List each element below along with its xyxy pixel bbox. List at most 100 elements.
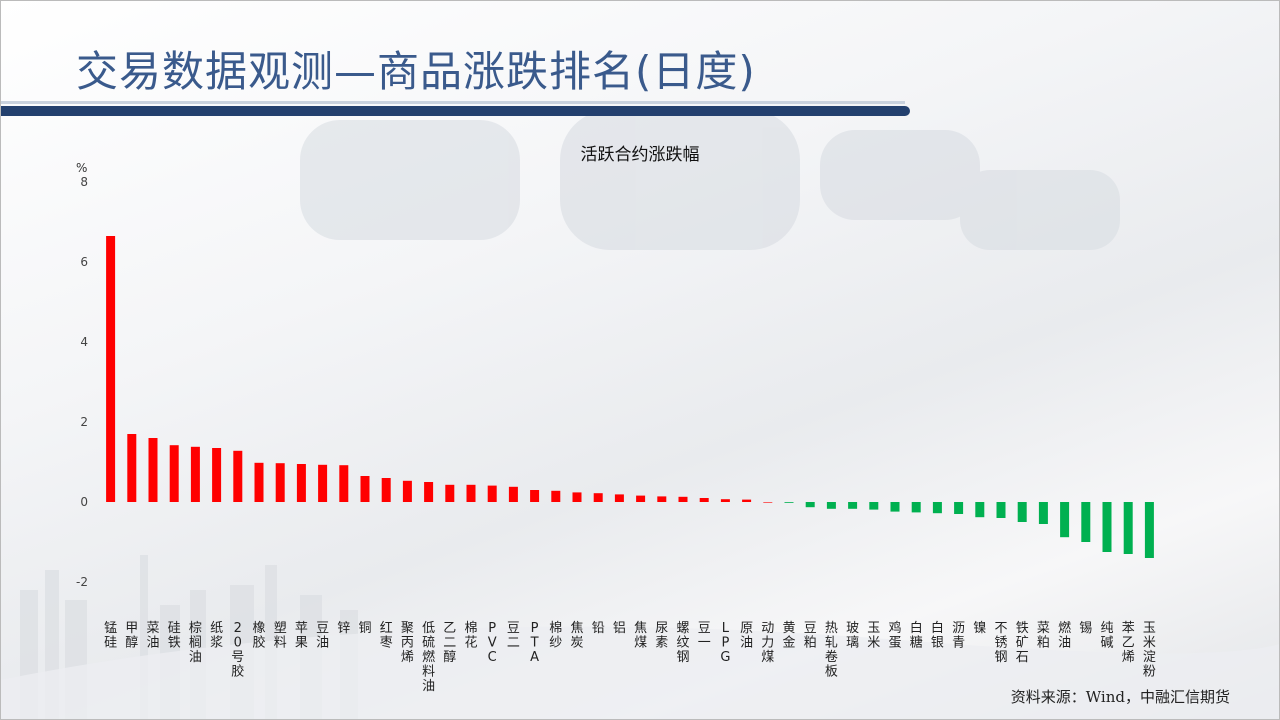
x-tick-label: 锌 xyxy=(337,621,350,636)
bar xyxy=(784,502,794,503)
bar xyxy=(593,493,603,502)
x-tick-label: 白银 xyxy=(931,620,944,651)
bar xyxy=(487,485,497,502)
bar xyxy=(932,502,942,514)
bar xyxy=(402,480,412,502)
bar xyxy=(445,484,455,502)
bar xyxy=(678,496,688,502)
y-tick-label: -2 xyxy=(76,575,88,589)
x-tick-label: 螺纹钢 xyxy=(676,621,689,665)
bar xyxy=(212,448,222,502)
bar xyxy=(318,464,328,502)
x-tick-label: 豆粕 xyxy=(804,621,817,651)
x-tick-label: 燃油 xyxy=(1058,620,1071,651)
x-tick-label: 棉花 xyxy=(464,621,477,651)
bar xyxy=(508,486,518,502)
y-tick-label: 6 xyxy=(80,255,88,269)
x-tick-label: 动力煤 xyxy=(761,621,774,665)
bar xyxy=(106,236,116,502)
bar xyxy=(275,463,285,502)
x-tick-label: 白糖 xyxy=(910,620,923,651)
x-tick-label: 焦炭 xyxy=(570,621,583,651)
x-tick-label: 橡胶 xyxy=(252,621,265,651)
x-tick-label: 塑料 xyxy=(274,621,287,651)
x-tick-label: 乙二醇 xyxy=(443,621,456,665)
y-tick-label: 8 xyxy=(80,175,88,189)
bar xyxy=(1038,502,1048,524)
bar xyxy=(975,502,985,518)
x-tick-label: 热轧卷板 xyxy=(825,621,838,680)
bar xyxy=(1102,502,1112,552)
x-tick-label: 玉米 xyxy=(867,621,880,651)
bar xyxy=(869,502,879,510)
x-tick-label: 纯碱 xyxy=(1100,621,1113,651)
x-tick-label: 焦煤 xyxy=(634,621,647,651)
bar xyxy=(1017,502,1027,522)
x-tick-label: 不锈钢 xyxy=(994,621,1007,665)
x-tick-label: 2 0 号胶 xyxy=(231,621,244,680)
bar xyxy=(1123,502,1133,554)
bar xyxy=(169,445,179,502)
title-underline xyxy=(0,106,910,116)
bar xyxy=(1144,502,1154,558)
bar xyxy=(742,499,752,502)
bar xyxy=(339,465,349,502)
x-tick-label: 沥青 xyxy=(952,621,965,651)
x-tick-label: 菜油 xyxy=(146,621,159,651)
bar xyxy=(805,502,815,508)
x-tick-label: 棕榈油 xyxy=(189,621,202,665)
x-tick-label: 豆二 xyxy=(507,621,520,651)
x-tick-label: 甲醇 xyxy=(125,621,138,651)
x-tick-label: 玻璃 xyxy=(846,621,859,651)
chart-title: 活跃合约涨跌幅 xyxy=(580,145,700,165)
x-tick-label: 原油 xyxy=(740,621,753,651)
bar xyxy=(848,502,858,509)
x-tick-label: 豆油 xyxy=(316,621,329,651)
bar xyxy=(424,482,434,502)
page-title: 交易数据观测—商品涨跌排名(日度) xyxy=(76,47,756,96)
bar xyxy=(551,490,561,502)
bar xyxy=(296,464,306,502)
bar xyxy=(381,478,391,502)
title-underline-light xyxy=(0,101,905,104)
bar xyxy=(148,438,158,502)
x-tick-label: 硅铁 xyxy=(168,621,181,651)
x-tick-label: 黄金 xyxy=(782,621,795,651)
x-tick-label: 菜粕 xyxy=(1037,621,1050,651)
x-tick-label: 棉纱 xyxy=(549,621,562,651)
y-tick-label: 0 xyxy=(80,495,88,509)
x-tick-label: 尿素 xyxy=(655,621,668,651)
y-axis-unit-label: % xyxy=(76,161,87,175)
bar xyxy=(657,496,667,502)
x-tick-label: 低硫燃料油 xyxy=(422,621,435,694)
x-tick-label: 苹果 xyxy=(295,621,308,651)
bar xyxy=(954,502,964,514)
x-tick-label: 铝 xyxy=(613,621,626,636)
x-tick-label: 豆一 xyxy=(698,621,711,651)
bar xyxy=(699,498,709,502)
x-tick-label: 红枣 xyxy=(380,620,393,651)
bar xyxy=(1081,502,1091,542)
bar xyxy=(572,492,582,502)
x-tick-label: 苯乙烯 xyxy=(1122,621,1135,665)
bar xyxy=(127,434,137,502)
bar xyxy=(254,462,264,502)
source-note: 资料来源：Wind，中融汇信期货 xyxy=(1010,688,1230,706)
bar xyxy=(466,484,476,502)
bar xyxy=(911,502,921,513)
bar xyxy=(763,502,773,503)
x-tick-label: 纸浆 xyxy=(210,621,223,651)
x-tick-label: 铁矿石 xyxy=(1016,621,1029,665)
x-tick-label: 鸡蛋 xyxy=(888,620,901,651)
bar xyxy=(720,499,730,502)
x-tick-label: 锡 xyxy=(1079,621,1092,636)
bar xyxy=(190,446,200,502)
bar xyxy=(890,502,900,512)
y-tick-label: 2 xyxy=(80,415,88,429)
bar xyxy=(996,502,1006,518)
